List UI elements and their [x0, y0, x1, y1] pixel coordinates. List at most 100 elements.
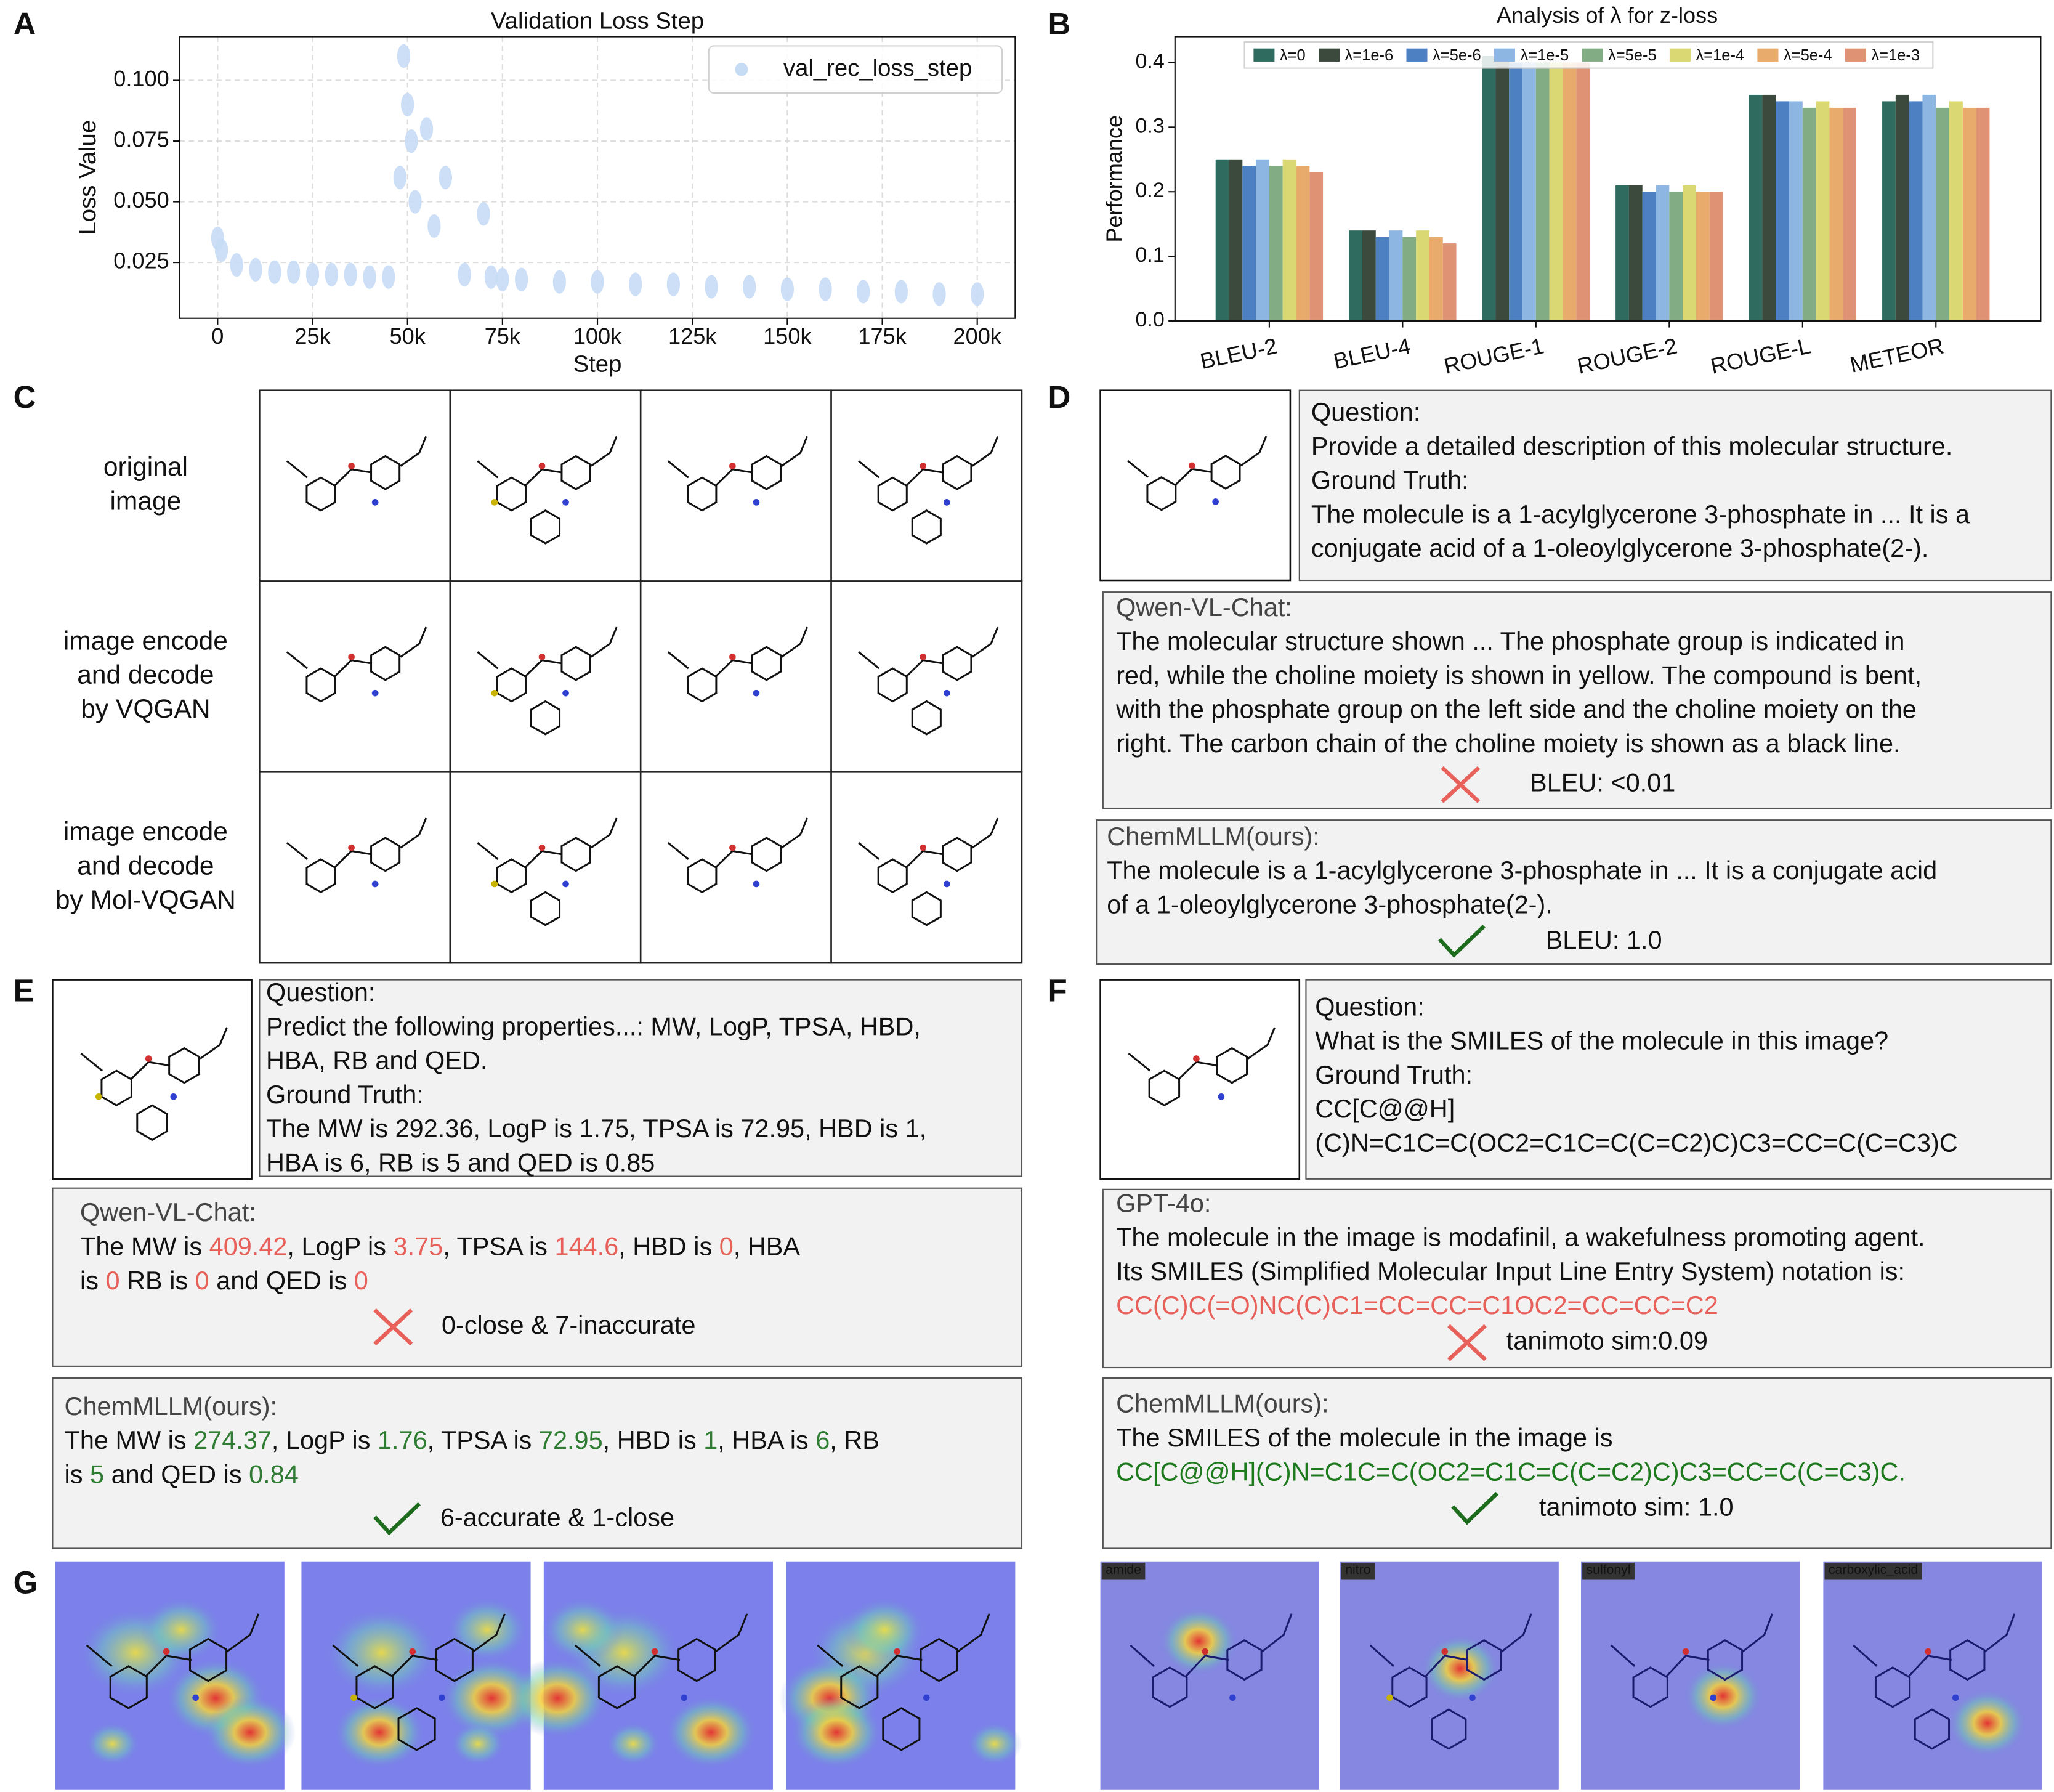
x-tick-label: 75k — [485, 323, 521, 349]
y-tick-label: 0.3 — [1135, 114, 1164, 137]
molecule-ring — [397, 1707, 436, 1751]
x-axis-label: Step — [573, 351, 622, 377]
molecule-ring — [109, 1665, 148, 1709]
atom — [1952, 1694, 1959, 1701]
x-tick-label: ROUGE-2 — [1575, 333, 1680, 379]
bar — [1669, 192, 1683, 321]
molecule-bond — [400, 817, 427, 849]
molecule-ring — [751, 646, 782, 681]
cross-icon — [1447, 1324, 1487, 1361]
molecule-ring — [751, 455, 782, 490]
verdict-text: tanimoto sim:0.09 — [1506, 1326, 1708, 1355]
molecule-bond — [1261, 1613, 1293, 1653]
atom — [348, 463, 355, 469]
group-label-bg — [1582, 1562, 1635, 1580]
atom — [1469, 1694, 1476, 1701]
legend-swatch — [1406, 48, 1428, 62]
text-box — [1102, 1377, 2052, 1549]
image-cell — [639, 389, 832, 582]
point — [419, 117, 434, 141]
legend-swatch — [1319, 48, 1340, 62]
bar — [1709, 192, 1723, 321]
molecule-bond — [524, 659, 563, 678]
chart-title: Validation Loss Step — [491, 7, 704, 34]
atom — [1193, 1055, 1200, 1062]
molecule-bond — [667, 651, 689, 670]
molecule-ring — [942, 646, 972, 681]
molecule-bond — [226, 1613, 260, 1653]
text-box — [1305, 979, 2052, 1180]
point — [894, 280, 908, 304]
bar — [1309, 172, 1324, 321]
bar — [1389, 230, 1403, 321]
text-segment: 72.95 — [539, 1425, 603, 1454]
text-segment: ChemMLLM(ours): — [65, 1392, 278, 1421]
molecule-bond — [817, 1644, 844, 1668]
molecule-ring — [1632, 1666, 1668, 1708]
point — [397, 44, 411, 68]
text-line: What is the SMILES of the molecule in th… — [1315, 1026, 1888, 1055]
text-line: ChemMLLM(ours): — [1116, 1389, 1329, 1418]
x-tick-label: BLEU-4 — [1332, 333, 1413, 374]
text-segment: , RB — [830, 1425, 879, 1454]
molecule-bond — [286, 841, 308, 861]
text-segment: HBA is 6, RB is 5 and QED is 0.85 — [266, 1148, 655, 1177]
x-tick-label: 150k — [763, 323, 812, 349]
panel-label: B — [1048, 6, 1071, 41]
bar — [1535, 62, 1550, 321]
heat-blob — [605, 1722, 661, 1766]
text-line: HBA is 6, RB is 5 and QED is 0.85 — [266, 1148, 655, 1177]
text-box — [1102, 591, 2052, 809]
text-line: Question: — [1311, 397, 1420, 426]
atom — [538, 844, 546, 851]
plot-frame — [179, 36, 1016, 319]
point — [405, 129, 418, 153]
molecule-bond — [574, 1644, 601, 1668]
image-cell — [830, 771, 1023, 964]
point — [743, 275, 756, 299]
molecule-ring — [1391, 1666, 1428, 1708]
image-cell — [259, 389, 451, 582]
text-segment: CC[C@@H](C)N=C1C=C(OC2=C1C=C(C=C2)C)C3=C… — [1116, 1457, 1906, 1486]
bar — [1802, 107, 1816, 321]
point — [552, 270, 566, 294]
text-box — [259, 979, 1023, 1177]
text-line: (C)N=C1C=C(OC2=C1C=C(C=C2)C)C3=CC=C(C=C3… — [1315, 1128, 1957, 1157]
text-box — [1096, 819, 2052, 965]
molecule-ring — [136, 1104, 168, 1141]
bar — [1909, 101, 1923, 321]
y-tick-label: 0.1 — [1135, 243, 1164, 267]
x-tick-label: 25k — [294, 323, 331, 349]
text-segment: GPT-4o: — [1116, 1188, 1211, 1217]
heatmap — [1580, 1561, 1800, 1790]
atom — [192, 1694, 199, 1701]
group-label: amide — [1106, 1562, 1141, 1577]
molecule-bond — [400, 436, 427, 467]
row-label: image — [110, 487, 181, 516]
molecule-bond — [524, 468, 563, 487]
check-icon — [373, 1502, 421, 1536]
atom — [920, 844, 927, 851]
atom — [491, 880, 498, 888]
y-tick-label: 0.100 — [113, 66, 169, 91]
heat-blob — [843, 1597, 926, 1663]
point — [287, 260, 301, 284]
molecule-bond — [1424, 1655, 1469, 1677]
text-line: Predict the following properties...: MW,… — [266, 1012, 921, 1040]
legend-box — [708, 45, 1003, 94]
x-tick-label: 125k — [668, 323, 717, 349]
molecule-bond — [1247, 1027, 1276, 1060]
molecule-ring — [840, 1665, 879, 1709]
image-cell — [449, 771, 642, 964]
molecule-bond — [524, 849, 563, 869]
text-segment: of a 1-oleoylglycerone 3-phosphate(2-). — [1107, 890, 1553, 918]
molecule-ring — [1874, 1666, 1911, 1708]
bar — [1976, 107, 1990, 321]
group-label: carboxylic_acid — [1829, 1562, 1918, 1577]
atom — [753, 499, 760, 506]
text-segment: Its SMILES (Simplified Molecular Input L… — [1116, 1257, 1905, 1286]
molecule-ring — [942, 837, 972, 872]
heat-blob — [1947, 1689, 2027, 1758]
molecule-ring — [1431, 1708, 1467, 1750]
text-line: is 0 RB is 0 and QED is 0 — [80, 1266, 368, 1295]
